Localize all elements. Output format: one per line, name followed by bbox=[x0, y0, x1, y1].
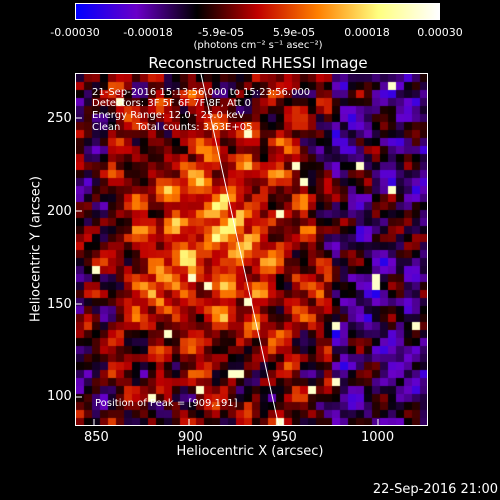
info-detectors: Detectors: 3F 5F 6F 7F 8F, Att 0 bbox=[92, 98, 252, 109]
info-clean-counts: Clean Total counts: 3.63E+05 bbox=[92, 122, 253, 133]
colorbar-unit-label: (photons cm⁻² s⁻¹ asec⁻²) bbox=[193, 40, 323, 51]
x-tick-label: 850 bbox=[84, 430, 109, 445]
colorbar-tick: 0.00030 bbox=[417, 26, 463, 39]
y-axis-label: Heliocentric Y (arcsec) bbox=[28, 176, 44, 322]
colorbar-tick: 5.9e-05 bbox=[272, 26, 316, 39]
y-tick-label: 250 bbox=[47, 111, 72, 126]
colorbar-tick: -5.9e-05 bbox=[197, 26, 245, 39]
x-tick-label: 950 bbox=[272, 430, 297, 445]
colorbar-tick: 0.00018 bbox=[344, 26, 390, 39]
x-tick-label: 900 bbox=[178, 430, 203, 445]
heatmap-image bbox=[76, 74, 427, 425]
y-tick-label: 150 bbox=[47, 297, 72, 312]
colorbar-tick: -0.00018 bbox=[123, 26, 173, 39]
y-tick-label: 200 bbox=[47, 204, 72, 219]
image-plot bbox=[75, 73, 428, 426]
x-axis-label: Heliocentric X (arcsec) bbox=[176, 444, 324, 459]
info-time-range: 21-Sep-2016 15:13:56.000 to 15:23:56.000 bbox=[92, 87, 311, 98]
y-tick-label: 100 bbox=[47, 389, 72, 404]
colorbar bbox=[75, 3, 440, 20]
colorbar-tick: -0.00030 bbox=[50, 26, 100, 39]
plot-timestamp: 22-Sep-2016 21:00 bbox=[372, 482, 498, 497]
x-tick-label: 1000 bbox=[361, 430, 395, 445]
plot-overlay bbox=[200, 74, 280, 425]
plot-title: Reconstructed RHESSI Image bbox=[148, 54, 368, 72]
info-energy-range: Energy Range: 12.0 - 25.0 keV bbox=[92, 110, 245, 121]
peak-position-label: Position of Peak = [909,191] bbox=[95, 398, 238, 409]
limb-line bbox=[200, 74, 280, 425]
